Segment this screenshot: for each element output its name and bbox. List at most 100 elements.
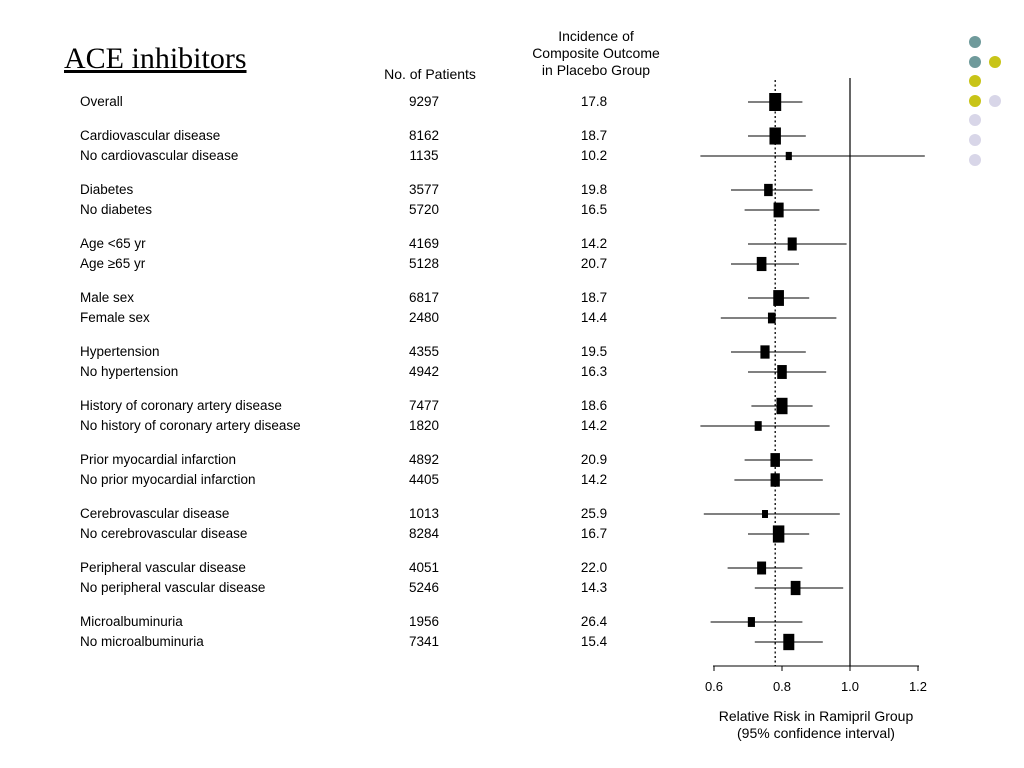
point-estimate xyxy=(790,580,801,596)
patient-count: 2480 xyxy=(408,310,440,325)
patient-count: 4892 xyxy=(408,452,440,467)
point-estimate xyxy=(760,345,770,359)
x-axis-title: Relative Risk in Ramipril Group xyxy=(719,708,914,724)
patient-count: 5128 xyxy=(408,256,440,271)
table-row: Cerebrovascular disease 1013 25.9 xyxy=(0,505,700,523)
placebo-incidence: 14.2 xyxy=(580,472,608,487)
table-row: No diabetes 5720 16.5 xyxy=(0,201,700,219)
placebo-incidence: 25.9 xyxy=(580,506,608,521)
x-axis-title: (95% confidence interval) xyxy=(737,725,895,741)
point-estimate xyxy=(776,397,788,415)
x-tick-label: 1.0 xyxy=(841,679,859,694)
patient-count: 4942 xyxy=(408,364,440,379)
table-row: No cerebrovascular disease 8284 16.7 xyxy=(0,525,700,543)
point-estimate xyxy=(783,633,795,651)
table-row: Age ≥65 yr 5128 20.7 xyxy=(0,255,700,273)
subgroup-label: No cardiovascular disease xyxy=(80,148,239,163)
subgroup-label: Diabetes xyxy=(80,182,134,197)
patient-count: 4169 xyxy=(408,236,440,251)
placebo-incidence: 18.6 xyxy=(580,398,608,413)
patient-count: 8284 xyxy=(408,526,440,541)
subgroup-label: No prior myocardial infarction xyxy=(80,472,256,487)
point-estimate xyxy=(764,183,773,197)
patient-count: 5720 xyxy=(408,202,440,217)
placebo-incidence: 17.8 xyxy=(580,94,608,109)
patient-count: 1820 xyxy=(408,418,440,433)
slide-title: ACE inhibitors xyxy=(64,42,247,75)
table-row: Female sex 2480 14.4 xyxy=(0,309,700,327)
patient-count: 7477 xyxy=(408,398,440,413)
table-row: Peripheral vascular disease 4051 22.0 xyxy=(0,559,700,577)
placebo-incidence: 26.4 xyxy=(580,614,608,629)
table-row: No hypertension 4942 16.3 xyxy=(0,363,700,381)
subgroup-label: Overall xyxy=(80,94,123,109)
point-estimate xyxy=(754,421,762,431)
placebo-incidence: 19.5 xyxy=(580,344,608,359)
subgroup-label: Cardiovascular disease xyxy=(80,128,221,143)
table-row: Prior myocardial infarction 4892 20.9 xyxy=(0,451,700,469)
placebo-incidence: 18.7 xyxy=(580,290,608,305)
decorative-dot xyxy=(969,114,981,126)
point-estimate xyxy=(770,453,780,467)
subgroup-label: No history of coronary artery disease xyxy=(80,418,301,433)
patient-count: 5246 xyxy=(408,580,440,595)
patient-count: 1956 xyxy=(408,614,440,629)
point-estimate xyxy=(757,561,767,575)
patient-count: 4405 xyxy=(408,472,440,487)
placebo-incidence: 14.4 xyxy=(580,310,608,325)
incidence-header-line-3: in Placebo Group xyxy=(541,62,651,78)
placebo-incidence: 19.8 xyxy=(580,182,608,197)
placebo-incidence: 20.7 xyxy=(580,256,608,271)
x-tick-label: 1.2 xyxy=(909,679,927,694)
incidence-column-header: Incidence of Composite Outcome in Placeb… xyxy=(508,28,684,79)
decorative-dot xyxy=(989,95,1001,107)
point-estimate xyxy=(756,256,767,272)
subgroup-label: Peripheral vascular disease xyxy=(80,560,246,575)
table-row: Male sex 6817 18.7 xyxy=(0,289,700,307)
table-row: Microalbuminuria 1956 26.4 xyxy=(0,613,700,631)
table-row: No cardiovascular disease 1135 10.2 xyxy=(0,147,700,165)
subgroup-label: No cerebrovascular disease xyxy=(80,526,248,541)
table-row: Overall 9297 17.8 xyxy=(0,93,700,111)
decorative-dot xyxy=(969,134,981,146)
decorative-dot xyxy=(969,154,981,166)
point-estimate xyxy=(769,127,781,145)
subgroup-label: Hypertension xyxy=(80,344,160,359)
subgroup-label: Age <65 yr xyxy=(80,236,146,251)
patient-count: 1013 xyxy=(408,506,440,521)
placebo-incidence: 22.0 xyxy=(580,560,608,575)
x-tick-label: 0.6 xyxy=(705,679,723,694)
placebo-incidence: 15.4 xyxy=(580,634,608,649)
patients-column-header: No. of Patients xyxy=(384,66,476,82)
patient-count: 8162 xyxy=(408,128,440,143)
subgroup-label: History of coronary artery disease xyxy=(80,398,282,413)
point-estimate xyxy=(773,202,784,218)
table-row: Diabetes 3577 19.8 xyxy=(0,181,700,199)
placebo-incidence: 14.2 xyxy=(580,236,608,251)
decorative-dot xyxy=(969,56,981,68)
subgroup-label: Prior myocardial infarction xyxy=(80,452,237,467)
placebo-incidence: 16.7 xyxy=(580,526,608,541)
point-estimate xyxy=(785,151,792,161)
table-row: Cardiovascular disease 8162 18.7 xyxy=(0,127,700,145)
subgroup-label: Male sex xyxy=(80,290,135,305)
point-estimate xyxy=(762,510,768,518)
patient-count: 3577 xyxy=(408,182,440,197)
point-estimate xyxy=(747,617,755,627)
placebo-incidence: 10.2 xyxy=(580,148,608,163)
table-row: No microalbuminuria 7341 15.4 xyxy=(0,633,700,651)
decorative-dot xyxy=(969,36,981,48)
incidence-header-line-2: Composite Outcome xyxy=(532,45,660,61)
table-row: History of coronary artery disease 7477 18… xyxy=(0,397,700,415)
placebo-incidence: 16.3 xyxy=(580,364,608,379)
subgroup-label: No microalbuminuria xyxy=(80,634,204,649)
x-tick-label: 0.8 xyxy=(773,679,791,694)
subgroup-label: No hypertension xyxy=(80,364,179,379)
table-row: Age <65 yr 4169 14.2 xyxy=(0,235,700,253)
incidence-header-line-1: Incidence of xyxy=(558,28,634,44)
table-row: No history of coronary artery disease 182… xyxy=(0,417,700,435)
placebo-incidence: 20.9 xyxy=(580,452,608,467)
point-estimate xyxy=(772,525,785,543)
point-estimate xyxy=(787,237,797,251)
